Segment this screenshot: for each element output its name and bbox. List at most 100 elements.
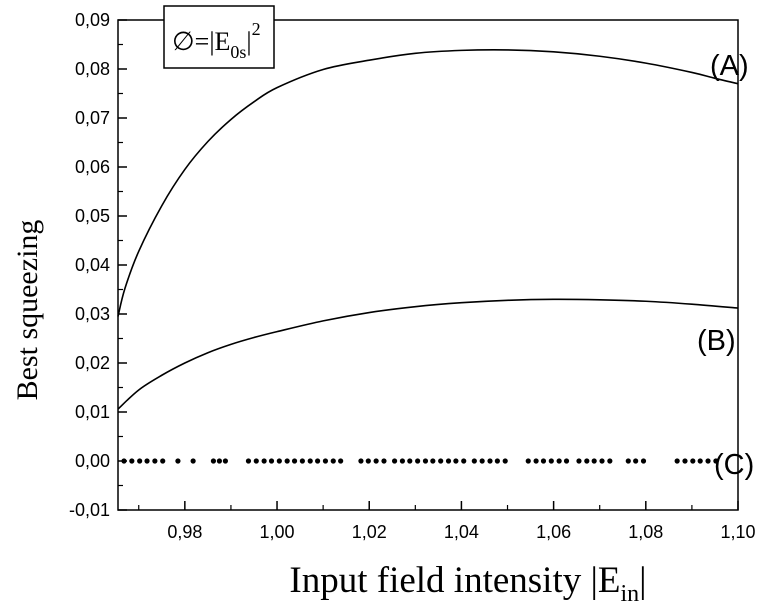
series-point-c	[291, 458, 298, 464]
series-point-c	[152, 458, 158, 464]
legend-symbol: ∅	[172, 27, 195, 56]
x-tick-label: 1,04	[444, 522, 479, 542]
series-point-c	[705, 458, 711, 464]
series-point-c	[373, 458, 379, 464]
series-point-c	[299, 458, 305, 464]
x-tick-label: 1,00	[260, 522, 295, 542]
series-point-c	[338, 458, 344, 464]
x-axis-title-end: |	[639, 560, 646, 601]
series-point-c	[121, 458, 127, 464]
series-point-c	[640, 458, 647, 464]
x-axis-title: Input field intensity |Ein|	[289, 560, 646, 607]
y-tick-label: -0,01	[69, 500, 110, 520]
series-label-c: (C)	[714, 449, 754, 481]
series-point-c	[160, 458, 166, 464]
series-point-c	[682, 458, 688, 464]
series-point-c	[129, 458, 135, 464]
series-point-c	[415, 458, 421, 464]
series-point-c	[144, 458, 150, 464]
series-point-c	[307, 458, 313, 464]
series-point-c	[330, 458, 336, 464]
series-point-c	[381, 458, 387, 464]
series-point-c	[276, 458, 282, 464]
series-layer	[117, 48, 739, 464]
series-point-c	[697, 458, 703, 464]
series-point-c	[479, 458, 485, 464]
series-point-c	[399, 458, 406, 464]
series-point-c	[494, 458, 500, 464]
series-point-c	[322, 458, 329, 464]
x-tick-label: 1,08	[628, 522, 663, 542]
y-axis: -0,01 0,00 0,01 0,02 0,03 0,04 0,05 0,06 0,07 0,0…	[69, 10, 127, 520]
series-point-c	[533, 458, 539, 464]
series-point-c	[690, 458, 696, 464]
series-point-c	[471, 458, 477, 464]
legend-text: ∅=|E0s|2	[172, 19, 261, 62]
series-point-c	[137, 458, 143, 464]
series-label-a: (A)	[710, 50, 749, 82]
series-point-c	[445, 458, 452, 464]
series-point-c	[633, 458, 639, 464]
series-point-c	[284, 458, 290, 464]
series-point-c	[540, 458, 547, 464]
series-point-c	[210, 458, 217, 464]
series-point-c	[607, 458, 613, 464]
y-tick-label: 0,08	[75, 59, 110, 79]
series-point-c	[548, 458, 554, 464]
legend-close: |	[246, 27, 251, 56]
legend-sub: 0s	[230, 42, 246, 62]
series-point-c	[391, 458, 398, 464]
series-point-c	[556, 458, 562, 464]
series-point-c	[502, 458, 508, 464]
series-point-c	[253, 458, 259, 464]
plot-area-border	[117, 19, 739, 511]
series-point-c	[365, 458, 371, 464]
series-point-c	[625, 458, 631, 464]
series-point-c	[599, 458, 605, 464]
series-point-c	[584, 458, 590, 464]
series-point-c	[268, 458, 275, 464]
y-tick-label: 0,07	[75, 108, 110, 128]
series-point-c	[216, 458, 223, 464]
y-tick-label: 0,00	[75, 451, 110, 471]
series-point-c	[713, 458, 719, 464]
x-axis: 0,98 1,00 1,02 1,04 1,06 1,08 1,10	[138, 501, 756, 542]
series-line-a	[117, 48, 739, 317]
y-tick-label: 0,02	[75, 353, 110, 373]
series-point-c	[245, 458, 252, 464]
series-label-b: (B)	[697, 325, 736, 357]
y-tick-label: 0,04	[75, 255, 110, 275]
series-point-c	[190, 458, 196, 464]
legend-eq: =|E	[195, 27, 231, 56]
series-point-c	[453, 458, 459, 464]
series-point-c	[261, 458, 267, 464]
series-line-b	[117, 298, 739, 410]
series-point-c	[591, 458, 597, 464]
x-axis-title-main: Input field intensity |E	[289, 560, 620, 601]
y-tick-label: 0,09	[75, 10, 110, 30]
y-tick-label: 0,05	[75, 206, 110, 226]
series-point-c	[438, 458, 444, 464]
x-tick-label: 1,02	[352, 522, 387, 542]
plot-frame	[117, 19, 739, 511]
y-axis-title: Best squeezing	[11, 220, 44, 401]
series-point-c	[222, 458, 229, 464]
series-point-c	[175, 458, 181, 464]
legend: ∅=|E0s|2	[163, 5, 275, 69]
y-tick-label: 0,03	[75, 304, 110, 324]
x-tick-label: 1,10	[720, 522, 755, 542]
series-point-c	[525, 458, 531, 464]
y-tick-label: 0,06	[75, 157, 110, 177]
legend-sup: 2	[252, 19, 261, 39]
series-point-c	[314, 458, 321, 464]
x-tick-label: 1,06	[536, 522, 571, 542]
series-point-c	[461, 458, 467, 464]
legend-box	[163, 5, 275, 69]
series-point-c	[430, 458, 436, 464]
x-tick-label: 0,98	[167, 522, 202, 542]
series-point-c	[407, 458, 413, 464]
x-axis-title-sub: in	[621, 581, 640, 607]
series-point-c	[563, 458, 570, 464]
y-tick-label: 0,01	[75, 402, 110, 422]
